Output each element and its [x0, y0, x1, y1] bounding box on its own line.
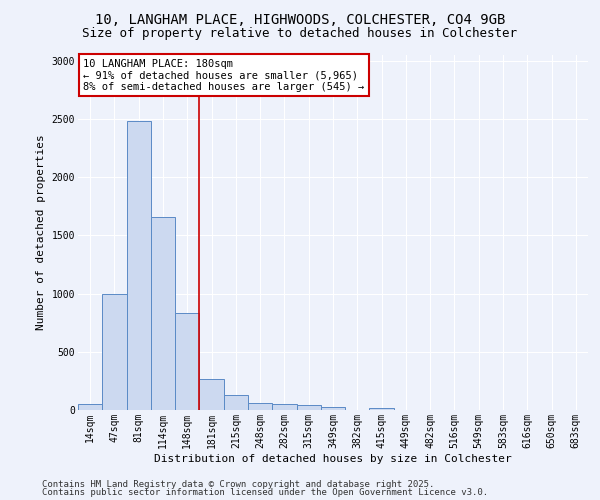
Bar: [248, 403, 272, 410]
Y-axis label: Number of detached properties: Number of detached properties: [36, 134, 46, 330]
X-axis label: Distribution of detached houses by size in Colchester: Distribution of detached houses by size …: [154, 454, 512, 464]
Text: Size of property relative to detached houses in Colchester: Size of property relative to detached ho…: [83, 28, 517, 40]
Bar: [272, 404, 296, 410]
Text: Contains public sector information licensed under the Open Government Licence v3: Contains public sector information licen…: [42, 488, 488, 497]
Bar: [78, 404, 102, 410]
Bar: [127, 122, 151, 410]
Bar: [321, 407, 345, 410]
Text: 10, LANGHAM PLACE, HIGHWOODS, COLCHESTER, CO4 9GB: 10, LANGHAM PLACE, HIGHWOODS, COLCHESTER…: [95, 12, 505, 26]
Bar: [370, 408, 394, 410]
Bar: [224, 395, 248, 410]
Bar: [175, 314, 199, 410]
Text: 10 LANGHAM PLACE: 180sqm
← 91% of detached houses are smaller (5,965)
8% of semi: 10 LANGHAM PLACE: 180sqm ← 91% of detach…: [83, 58, 364, 92]
Bar: [151, 217, 175, 410]
Bar: [102, 294, 127, 410]
Bar: [199, 378, 224, 410]
Text: Contains HM Land Registry data © Crown copyright and database right 2025.: Contains HM Land Registry data © Crown c…: [42, 480, 434, 489]
Bar: [296, 406, 321, 410]
